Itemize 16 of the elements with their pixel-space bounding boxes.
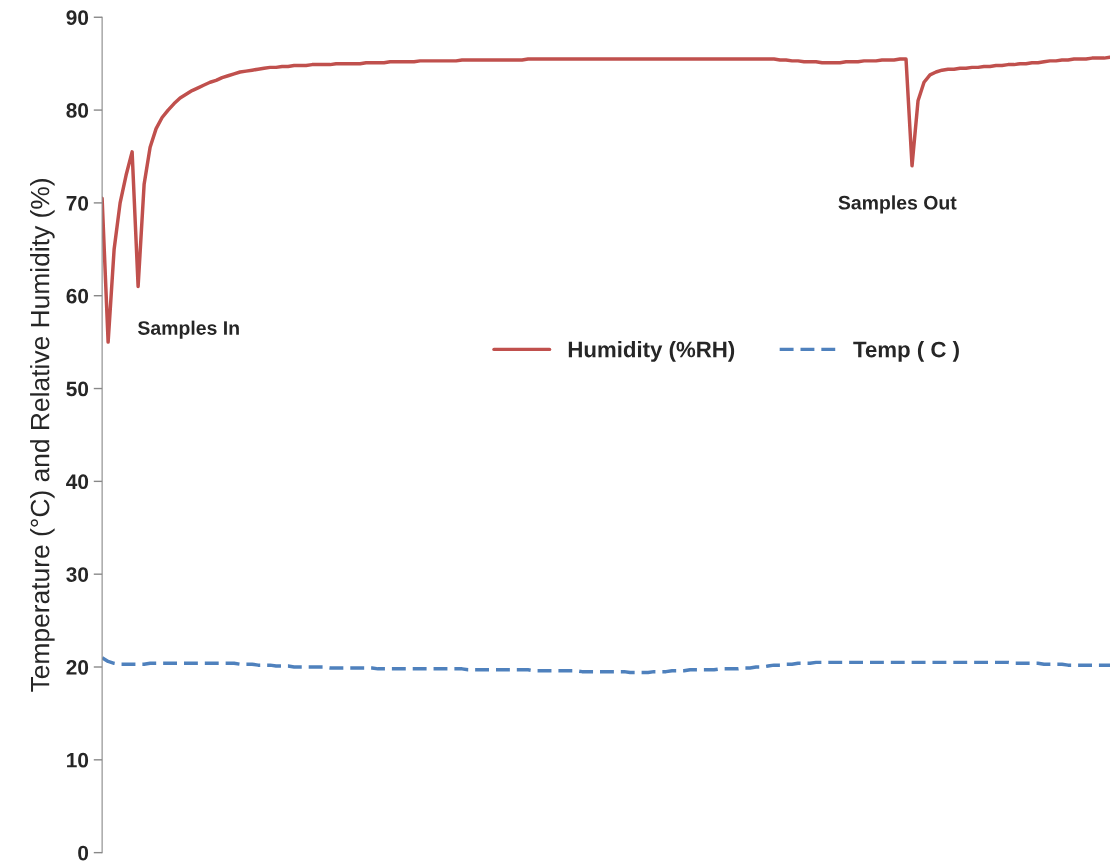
y-tick-label: 60 [66, 288, 89, 304]
line-series [102, 655, 1110, 675]
y-tick-label: 40 [66, 474, 89, 490]
y-tick-label: 30 [66, 567, 89, 582]
y-tick-label: 70 [66, 195, 89, 211]
legend-label: Humidity (%RH) [568, 341, 735, 362]
y-axis-title: Temperature (°C) and Relative Humidity (%) [30, 179, 55, 692]
y-tick-label: 90 [66, 10, 89, 26]
annotation: Samples In [137, 320, 239, 339]
y-tick-label: 10 [67, 752, 89, 768]
y-tick-label: 0 [78, 845, 89, 861]
y-tick-label: 80 [66, 103, 89, 118]
annotation: Samples Out [838, 195, 957, 214]
y-tick-label: 50 [66, 381, 89, 397]
legend-label: Temp ( C ) [853, 341, 959, 362]
y-tick-label: 20 [66, 660, 89, 675]
